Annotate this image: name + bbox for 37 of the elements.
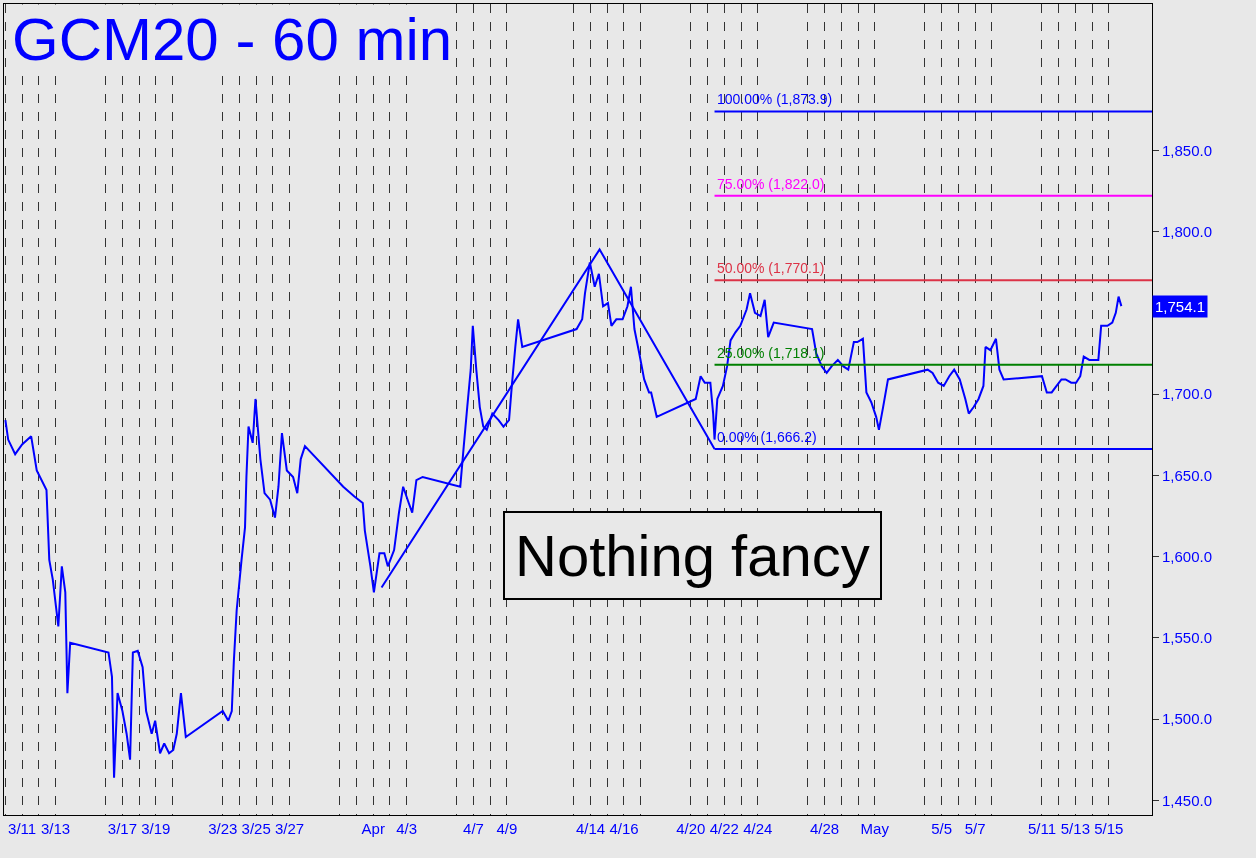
y-tick-label: 1,650.0: [1162, 466, 1213, 484]
y-tick-label: 1,800.0: [1162, 222, 1213, 240]
x-tick-label: 3/11: [8, 820, 37, 837]
x-tick-label: 4/9: [496, 820, 518, 837]
y-tick-label: 1,850.0: [1162, 141, 1213, 159]
x-tick-label: 4/7: [463, 820, 484, 837]
x-tick-label: 3/25: [241, 820, 271, 837]
x-tick-label: 4/22: [709, 820, 739, 837]
series-label: 0.00% (1,666.2): [717, 429, 817, 445]
annotation: Nothing fancy: [515, 523, 870, 588]
x-tick-label: 5/11: [1027, 820, 1056, 837]
x-tick-label: Apr: [361, 820, 385, 837]
y-tick-label: 1,550.0: [1162, 629, 1213, 647]
y-tick-label: 1,450.0: [1162, 791, 1213, 809]
series-label: 50.00% (1,770.1): [717, 260, 825, 276]
y-tick-label: 1,500.0: [1162, 710, 1213, 728]
x-tick-label: 5/15: [1094, 820, 1124, 837]
x-tick-label: 4/14: [575, 820, 606, 837]
chart-title: GCM20 - 60 min: [12, 6, 453, 73]
y-tick-label: 1,600.0: [1162, 547, 1213, 565]
x-tick-label: 5/13: [1060, 820, 1090, 837]
x-tick-label: 3/17: [107, 820, 138, 837]
x-tick-label: 3/19: [141, 820, 171, 837]
x-tick-label: May: [860, 820, 890, 837]
x-tick-label: 5/5: [931, 820, 953, 837]
series-label: 75.00% (1,822.0): [717, 176, 825, 192]
y-tick-label: 1,700.0: [1162, 385, 1213, 403]
x-tick-label: 4/28: [810, 820, 840, 837]
x-tick-label: 3/27: [275, 820, 305, 837]
x-tick-label: 3/23: [208, 820, 238, 837]
x-tick-label: 4/24: [743, 820, 773, 837]
x-tick-label: 3/13: [40, 820, 71, 837]
x-tick-label: 4/16: [609, 820, 639, 837]
x-tick-label: 4/3: [396, 820, 418, 837]
text: 1,754.1: [1155, 298, 1206, 315]
x-tick-label: 4/20: [676, 820, 706, 837]
x-tick-label: 5/7: [964, 820, 986, 837]
